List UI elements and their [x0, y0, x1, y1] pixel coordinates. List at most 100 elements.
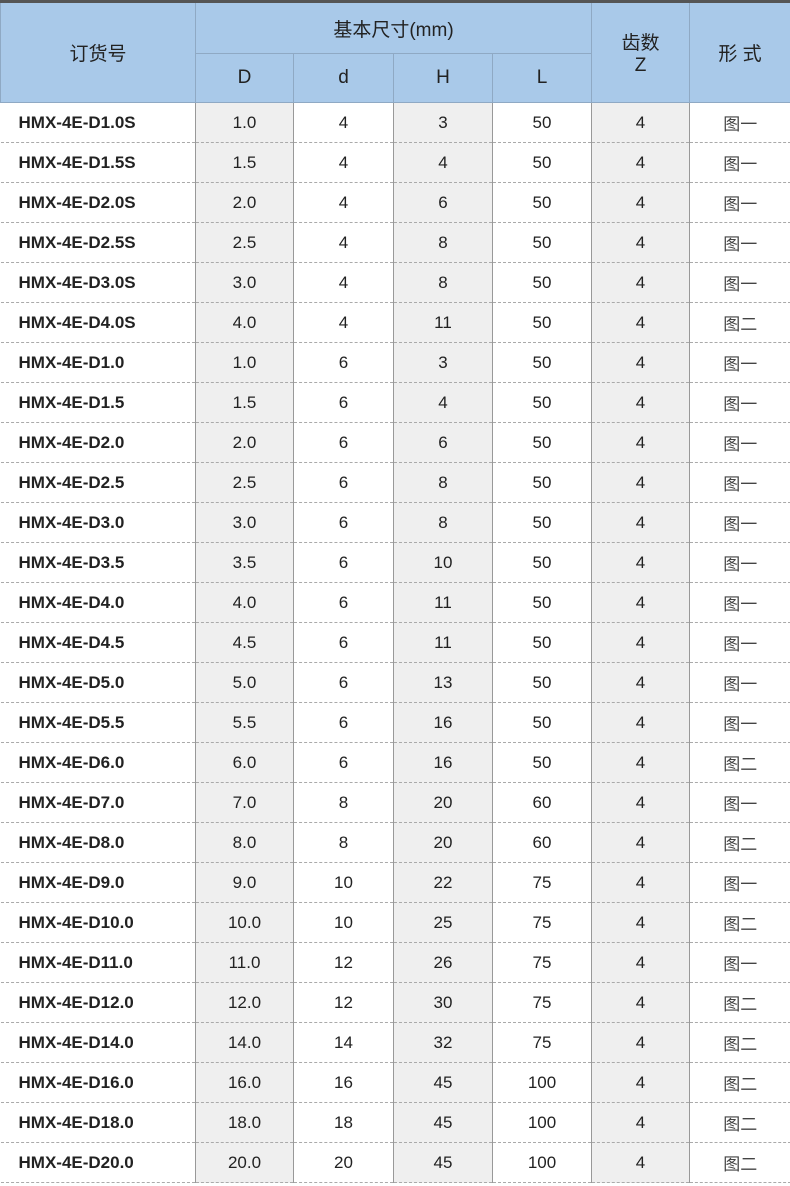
- table-row: HMX-4E-D3.0 3.0 6 8 50 4 图一: [0, 502, 790, 543]
- cell-form: 图一: [689, 342, 790, 383]
- cell-d: 12: [293, 982, 394, 1023]
- table-row: HMX-4E-D14.0 14.0 14 32 75 4 图二: [0, 1022, 790, 1063]
- cell-form: 图一: [689, 382, 790, 423]
- cell-d: 6: [293, 702, 394, 743]
- table-row: HMX-4E-D3.5 3.5 6 10 50 4 图一: [0, 542, 790, 583]
- cell-L: 50: [492, 182, 592, 223]
- cell-teeth: 4: [591, 1142, 690, 1183]
- cell-order-no: HMX-4E-D2.0: [0, 422, 196, 463]
- cell-order-no: HMX-4E-D1.0: [0, 342, 196, 383]
- cell-teeth: 4: [591, 662, 690, 703]
- cell-D: 11.0: [195, 942, 294, 983]
- cell-D: 3.0: [195, 502, 294, 543]
- header-D: D: [195, 53, 294, 103]
- cell-D: 2.0: [195, 182, 294, 223]
- cell-D: 10.0: [195, 902, 294, 943]
- cell-form: 图一: [689, 942, 790, 983]
- table-row: HMX-4E-D5.5 5.5 6 16 50 4 图一: [0, 702, 790, 743]
- cell-order-no: HMX-4E-D2.0S: [0, 182, 196, 223]
- table-row: HMX-4E-D9.0 9.0 10 22 75 4 图一: [0, 862, 790, 903]
- cell-order-no: HMX-4E-D2.5S: [0, 222, 196, 263]
- cell-D: 18.0: [195, 1102, 294, 1143]
- table-body: HMX-4E-D1.0S 1.0 4 3 50 4 图一 HMX-4E-D1.5S 1.5 4 4 5…: [0, 102, 790, 1183]
- cell-H: 3: [393, 102, 493, 143]
- cell-D: 2.5: [195, 222, 294, 263]
- cell-H: 4: [393, 382, 493, 423]
- cell-order-no: HMX-4E-D6.0: [0, 742, 196, 783]
- cell-D: 4.0: [195, 302, 294, 343]
- table-row: HMX-4E-D4.0S 4.0 4 11 50 4 图二: [0, 302, 790, 343]
- cell-H: 22: [393, 862, 493, 903]
- cell-L: 50: [492, 262, 592, 303]
- cell-d: 10: [293, 862, 394, 903]
- cell-order-no: HMX-4E-D10.0: [0, 902, 196, 943]
- cell-H: 11: [393, 622, 493, 663]
- cell-L: 50: [492, 542, 592, 583]
- cell-H: 45: [393, 1102, 493, 1143]
- cell-L: 50: [492, 342, 592, 383]
- table-row: HMX-4E-D5.0 5.0 6 13 50 4 图一: [0, 662, 790, 703]
- table-row: HMX-4E-D10.0 10.0 10 25 75 4 图二: [0, 902, 790, 943]
- cell-form: 图一: [689, 422, 790, 463]
- cell-d: 6: [293, 382, 394, 423]
- cell-order-no: HMX-4E-D1.5: [0, 382, 196, 423]
- cell-order-no: HMX-4E-D4.0: [0, 582, 196, 623]
- cell-H: 8: [393, 462, 493, 503]
- cell-L: 100: [492, 1062, 592, 1103]
- cell-L: 50: [492, 462, 592, 503]
- table-row: HMX-4E-D2.5S 2.5 4 8 50 4 图一: [0, 222, 790, 263]
- cell-d: 16: [293, 1062, 394, 1103]
- cell-order-no: HMX-4E-D3.5: [0, 542, 196, 583]
- cell-form: 图一: [689, 662, 790, 703]
- cell-teeth: 4: [591, 702, 690, 743]
- cell-L: 50: [492, 382, 592, 423]
- cell-d: 4: [293, 262, 394, 303]
- cell-d: 6: [293, 622, 394, 663]
- cell-d: 6: [293, 462, 394, 503]
- cell-form: 图二: [689, 902, 790, 943]
- table-row: HMX-4E-D1.0S 1.0 4 3 50 4 图一: [0, 102, 790, 143]
- cell-form: 图一: [689, 542, 790, 583]
- cell-d: 10: [293, 902, 394, 943]
- cell-H: 6: [393, 182, 493, 223]
- cell-L: 50: [492, 102, 592, 143]
- header-form: 形 式: [689, 1, 790, 103]
- cell-L: 50: [492, 502, 592, 543]
- cell-L: 50: [492, 142, 592, 183]
- table-row: HMX-4E-D1.5S 1.5 4 4 50 4 图一: [0, 142, 790, 183]
- cell-teeth: 4: [591, 902, 690, 943]
- cell-form: 图一: [689, 782, 790, 823]
- cell-order-no: HMX-4E-D20.0: [0, 1142, 196, 1183]
- cell-L: 50: [492, 622, 592, 663]
- cell-H: 25: [393, 902, 493, 943]
- cell-L: 75: [492, 1022, 592, 1063]
- table-row: HMX-4E-D2.5 2.5 6 8 50 4 图一: [0, 462, 790, 503]
- cell-d: 18: [293, 1102, 394, 1143]
- cell-teeth: 4: [591, 182, 690, 223]
- cell-form: 图一: [689, 182, 790, 223]
- table-row: HMX-4E-D11.0 11.0 12 26 75 4 图一: [0, 942, 790, 983]
- table-row: HMX-4E-D6.0 6.0 6 16 50 4 图二: [0, 742, 790, 783]
- cell-D: 1.5: [195, 142, 294, 183]
- cell-H: 11: [393, 582, 493, 623]
- table-row: HMX-4E-D4.5 4.5 6 11 50 4 图一: [0, 622, 790, 663]
- cell-teeth: 4: [591, 822, 690, 863]
- header-teeth-symbol: Z: [634, 55, 647, 76]
- cell-L: 50: [492, 702, 592, 743]
- cell-H: 20: [393, 822, 493, 863]
- cell-D: 8.0: [195, 822, 294, 863]
- cell-teeth: 4: [591, 422, 690, 463]
- cell-teeth: 4: [591, 102, 690, 143]
- cell-teeth: 4: [591, 1022, 690, 1063]
- header-teeth-label: 齿数: [621, 33, 660, 54]
- cell-L: 50: [492, 302, 592, 343]
- table-row: HMX-4E-D2.0S 2.0 4 6 50 4 图一: [0, 182, 790, 223]
- cell-teeth: 4: [591, 582, 690, 623]
- cell-form: 图一: [689, 142, 790, 183]
- header-teeth: 齿数 Z: [591, 1, 690, 103]
- cell-teeth: 4: [591, 942, 690, 983]
- cell-order-no: HMX-4E-D9.0: [0, 862, 196, 903]
- cell-d: 4: [293, 222, 394, 263]
- cell-order-no: HMX-4E-D3.0: [0, 502, 196, 543]
